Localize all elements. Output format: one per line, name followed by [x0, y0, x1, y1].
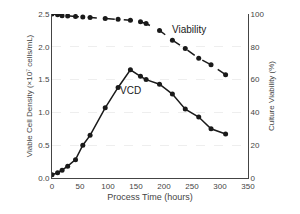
svg-text:2.5: 2.5 [38, 10, 50, 19]
svg-text:1.5: 1.5 [38, 75, 50, 84]
svg-text:40: 40 [251, 108, 260, 117]
svg-text:Viability: Viability [172, 24, 206, 35]
svg-text:Viable Cell Density (×10⁷ cell: Viable Cell Density (×10⁷ cells/mL) [25, 34, 34, 157]
svg-text:20: 20 [251, 141, 260, 150]
svg-text:80: 80 [251, 43, 260, 52]
svg-text:2.0: 2.0 [38, 43, 50, 52]
svg-text:100: 100 [101, 182, 115, 191]
svg-text:1.0: 1.0 [38, 108, 50, 117]
svg-text:250: 250 [185, 182, 199, 191]
svg-text:Culture Viability (%): Culture Viability (%) [267, 61, 276, 131]
svg-text:0: 0 [50, 182, 55, 191]
svg-text:200: 200 [157, 182, 171, 191]
svg-text:0.5: 0.5 [38, 141, 50, 150]
svg-text:0: 0 [251, 174, 256, 183]
svg-text:100: 100 [251, 10, 265, 19]
svg-text:VCD: VCD [120, 85, 141, 96]
svg-text:150: 150 [129, 182, 143, 191]
svg-text:350: 350 [241, 182, 255, 191]
svg-text:300: 300 [213, 182, 227, 191]
svg-text:50: 50 [76, 182, 85, 191]
svg-text:0.0: 0.0 [38, 174, 50, 183]
svg-text:60: 60 [251, 75, 260, 84]
svg-text:Process Time (hours): Process Time (hours) [107, 192, 193, 202]
